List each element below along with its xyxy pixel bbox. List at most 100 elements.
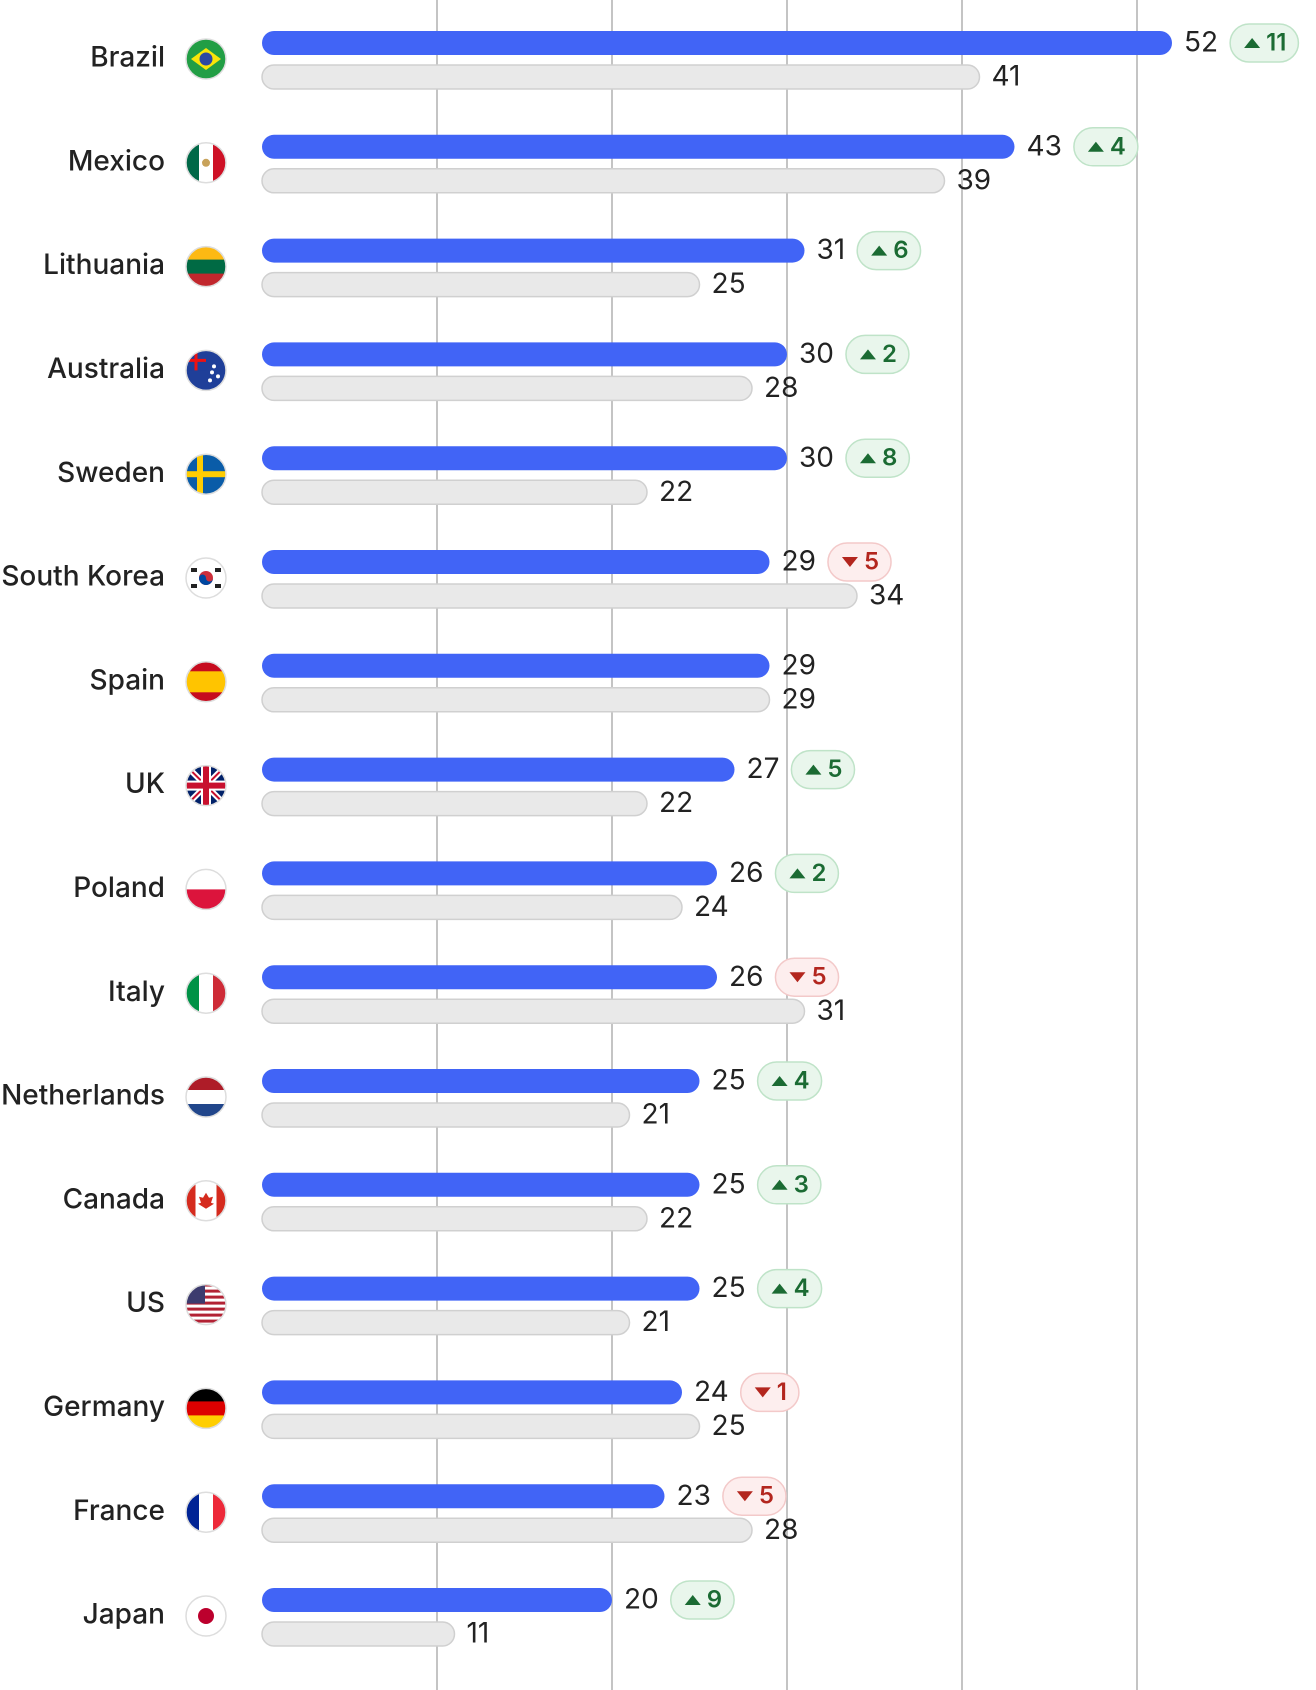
previous-bar [261, 1517, 753, 1543]
current-bar [262, 1380, 682, 1405]
flag-icon [186, 558, 226, 598]
change-label: 2 [882, 339, 897, 368]
value-label: 26 [729, 855, 763, 889]
previous-bar [261, 1309, 631, 1336]
current-bar [262, 757, 735, 782]
country-label: Italy [108, 974, 165, 1008]
current-bar [262, 861, 717, 886]
change-arrow [841, 557, 858, 567]
value-label: 31 [817, 993, 846, 1027]
country-label: Sweden [57, 455, 165, 489]
value-label: 22 [659, 1200, 693, 1234]
flag-border [185, 661, 227, 703]
flag-border [185, 245, 227, 288]
value-label: 30 [799, 440, 834, 474]
flag-border [185, 1491, 227, 1533]
country-label: Netherlands [1, 1078, 165, 1112]
flag-border [185, 1595, 227, 1637]
flag-border [185, 142, 227, 184]
country-label: Canada [63, 1181, 165, 1215]
value-label: 25 [712, 1166, 746, 1200]
flag-border [185, 1180, 227, 1222]
previous-bar [261, 687, 771, 713]
value-label: 25 [712, 1063, 746, 1097]
country-label: Germany [43, 1389, 165, 1423]
change-badge [756, 1165, 822, 1205]
change-label: 4 [794, 1273, 810, 1302]
country-label: Mexico [68, 143, 165, 177]
value-label: 28 [764, 370, 798, 404]
flag-icon [186, 350, 226, 391]
value-label: 39 [957, 162, 992, 196]
previous-bar [261, 790, 648, 817]
change-arrow [1244, 38, 1261, 48]
country-label: South Korea [1, 559, 165, 593]
change-badge [1073, 127, 1139, 167]
country-label: Australia [47, 351, 165, 385]
change-badge [790, 749, 856, 790]
change-arrow [1087, 141, 1104, 152]
value-label: 25 [712, 266, 746, 300]
value-label: 22 [659, 785, 693, 819]
flag-icon [186, 246, 226, 287]
value-label: 31 [817, 232, 846, 266]
change-badge [739, 1372, 800, 1413]
previous-bar [261, 479, 648, 505]
change-badge [670, 1580, 735, 1620]
flag-icon [186, 1284, 226, 1325]
value-label: 29 [782, 647, 816, 681]
value-label: 21 [642, 1097, 670, 1131]
previous-bar [261, 1206, 648, 1232]
current-bar [262, 1484, 665, 1509]
change-arrow [771, 1076, 788, 1086]
change-label: 3 [794, 1169, 809, 1198]
flag-icon [186, 1596, 226, 1636]
current-bar [262, 1276, 700, 1301]
flag-border [185, 1283, 227, 1326]
change-label: 5 [864, 547, 879, 576]
value-label: 24 [694, 889, 729, 923]
flag-border [185, 764, 227, 807]
change-label: 5 [827, 754, 842, 783]
value-label: 27 [747, 751, 780, 785]
change-badge [1229, 23, 1300, 63]
flag-icon [186, 142, 226, 183]
change-label: 4 [1110, 131, 1126, 160]
change-label: 4 [794, 1066, 810, 1095]
country-label: Brazil [90, 40, 165, 74]
change-badge [774, 957, 840, 997]
previous-bar [261, 375, 753, 402]
current-bar [262, 965, 717, 990]
change-arrow [871, 245, 888, 256]
value-label: 29 [782, 544, 816, 578]
previous-bar [261, 894, 683, 921]
value-label: 26 [729, 959, 763, 993]
country-label: Japan [83, 1597, 165, 1631]
previous-bar [261, 168, 946, 194]
value-label: 34 [869, 578, 904, 612]
flag-border [185, 38, 227, 80]
value-label: 29 [782, 681, 816, 715]
change-arrow [859, 453, 876, 464]
country-label: US [126, 1285, 165, 1319]
change-arrow [684, 1595, 701, 1605]
change-label: 9 [707, 1585, 722, 1614]
flag-icon [186, 454, 226, 495]
value-label: 20 [624, 1582, 659, 1616]
value-label: 22 [659, 474, 693, 508]
change-badge [756, 1268, 823, 1309]
change-label: 1 [777, 1377, 787, 1406]
flag-icon [186, 1180, 226, 1221]
country-label: France [73, 1493, 165, 1527]
previous-bar [261, 1102, 631, 1128]
value-label: 23 [677, 1478, 711, 1512]
value-label: 41 [992, 59, 1021, 93]
current-bar [262, 550, 770, 574]
country-label: Poland [73, 870, 165, 904]
flag-icon [186, 765, 226, 806]
value-label: 25 [712, 1270, 746, 1304]
value-label: 11 [467, 1616, 490, 1650]
change-label: 11 [1266, 28, 1286, 57]
